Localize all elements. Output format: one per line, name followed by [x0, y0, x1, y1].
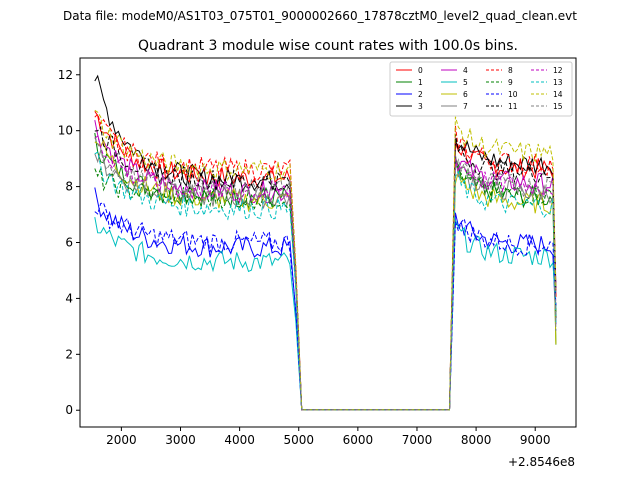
y-tick-label: 0 — [65, 403, 73, 417]
x-tick-label: 9000 — [520, 433, 551, 447]
series-line-4 — [94, 120, 557, 411]
x-tick-label: 3000 — [165, 433, 196, 447]
legend-label-8: 8 — [508, 66, 513, 75]
series-line-1 — [94, 132, 557, 411]
x-tick-label: 8000 — [461, 433, 492, 447]
legend-label-14: 14 — [553, 90, 563, 99]
legend-label-9: 9 — [508, 78, 513, 87]
series-line-10 — [94, 202, 557, 411]
x-axis: 2000 3000 4000 5000 6000 7000 8000 9000 — [106, 427, 550, 447]
series-line-8 — [94, 113, 557, 411]
series-line-9 — [94, 158, 557, 411]
legend-label-0: 0 — [418, 66, 423, 75]
figure-suptitle: Data file: modeM0/AS1T03_075T01_90000026… — [63, 9, 577, 23]
plot-area: 2000 3000 4000 5000 6000 7000 8000 9000 0246810… — [58, 57, 577, 447]
y-tick-label: 2 — [65, 347, 73, 361]
chart-title: Quadrant 3 module wise count rates with … — [138, 38, 518, 54]
x-tick-label: 4000 — [224, 433, 255, 447]
y-tick-label: 10 — [58, 124, 73, 138]
series-line-15 — [94, 137, 557, 411]
y-axis: 0 2 4 6 8 10 12 — [58, 68, 80, 417]
x-tick-label: 7000 — [402, 433, 433, 447]
legend-label-10: 10 — [508, 90, 518, 99]
legend-label-5: 5 — [463, 78, 468, 87]
legend-frame — [389, 61, 573, 117]
y-tick-label: 6 — [65, 236, 73, 250]
x-tick-label: 6000 — [343, 433, 374, 447]
legend-label-1: 1 — [418, 78, 423, 87]
series-line-7 — [94, 148, 557, 411]
legend-label-6: 6 — [463, 90, 468, 99]
x-tick-label: 2000 — [106, 433, 137, 447]
series-line-5 — [94, 217, 557, 411]
legend-label-2: 2 — [418, 90, 423, 99]
plot-frame — [79, 57, 577, 428]
series-line-12 — [94, 135, 557, 411]
x-offset-label: +2.8546e8 — [508, 455, 575, 469]
series-line-2 — [94, 187, 557, 411]
y-tick-label: 4 — [65, 291, 73, 305]
legend-label-13: 13 — [553, 78, 563, 87]
legend-label-15: 15 — [553, 102, 563, 111]
x-tick-label: 5000 — [283, 433, 314, 447]
series-line-13 — [94, 151, 557, 411]
legend-label-11: 11 — [508, 102, 518, 111]
series-line-14 — [94, 109, 557, 411]
series-line-11 — [94, 126, 557, 411]
legend-label-3: 3 — [418, 102, 423, 111]
legend-label-4: 4 — [463, 66, 468, 75]
legend-label-12: 12 — [553, 66, 563, 75]
y-tick-label: 12 — [58, 68, 73, 82]
series-layer — [94, 74, 557, 411]
y-tick-label: 8 — [65, 180, 73, 194]
legend-label-7: 7 — [463, 102, 468, 111]
